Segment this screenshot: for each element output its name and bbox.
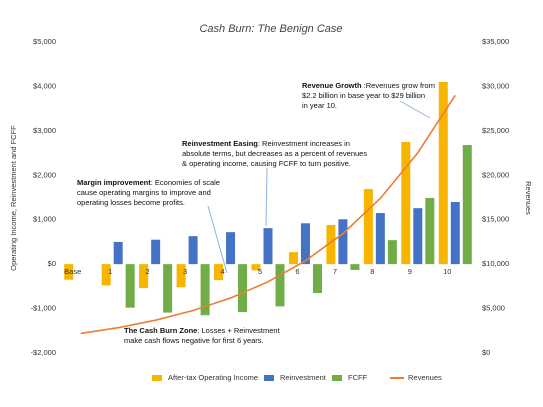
x-tick-label: 5 bbox=[258, 267, 262, 276]
annotation-arrow bbox=[265, 167, 268, 227]
y2-tick-label: $20,000 bbox=[482, 170, 509, 179]
bar bbox=[125, 264, 135, 308]
y-tick-label: $2,000 bbox=[33, 170, 56, 179]
annotation-text: $2.2 billion in base year to $29 billion bbox=[302, 91, 425, 100]
legend-swatch bbox=[264, 375, 274, 381]
annotation-text: : Losses + Reinvestment bbox=[197, 326, 280, 335]
bar bbox=[188, 236, 198, 265]
bar bbox=[363, 189, 373, 265]
annotation-text: in year 10. bbox=[302, 101, 337, 110]
annotation: Margin improvement: Economies of scale ca… bbox=[77, 178, 220, 207]
x-tick-label: 6 bbox=[295, 267, 299, 276]
annotation-arrow bbox=[399, 100, 431, 119]
annotation-text: make cash flows negative for first 6 yea… bbox=[124, 336, 264, 345]
bar bbox=[312, 264, 322, 294]
bar bbox=[163, 264, 173, 313]
x-tick-label: 9 bbox=[408, 267, 412, 276]
x-tick-label: 10 bbox=[443, 267, 451, 276]
annotation: Revenue Growth :Revenues grow from $2.2 b… bbox=[302, 81, 435, 110]
annotation-text: : Reinvestment increases in bbox=[258, 139, 350, 148]
y-tick-label: $3,000 bbox=[33, 126, 56, 135]
bar bbox=[226, 232, 236, 265]
annotation: Reinvestment Easing: Reinvestment increa… bbox=[182, 139, 367, 168]
annotation-bold: Margin improvement bbox=[77, 178, 151, 187]
legend-label: After-tax Operating Income bbox=[168, 373, 258, 382]
x-tick-label: 8 bbox=[370, 267, 374, 276]
legend-swatch bbox=[152, 375, 162, 381]
bar bbox=[238, 264, 248, 313]
bar bbox=[113, 241, 123, 265]
x-tick-label: 2 bbox=[146, 267, 150, 276]
bar bbox=[101, 264, 111, 286]
bar bbox=[64, 264, 74, 280]
annotation: The Cash Burn Zone: Losses + Reinvestmen… bbox=[124, 326, 281, 345]
bar bbox=[438, 81, 448, 265]
bar bbox=[251, 264, 261, 271]
y2-tick-label: $5,000 bbox=[482, 304, 505, 313]
x-tick-label: 7 bbox=[333, 267, 337, 276]
annotation-arrow bbox=[207, 205, 228, 274]
chart-title: Cash Burn: The Benign Case bbox=[199, 23, 342, 35]
annotation-text: : Economies of scale bbox=[151, 178, 220, 187]
bar bbox=[263, 228, 273, 265]
y2-tick-label: $25,000 bbox=[482, 126, 509, 135]
bar bbox=[450, 201, 460, 265]
revenue-line bbox=[80, 94, 456, 335]
bar bbox=[401, 141, 411, 265]
bar bbox=[288, 252, 298, 265]
bar bbox=[151, 239, 161, 265]
bar bbox=[413, 208, 423, 265]
annotation-text: & operating income, causing FCFF to turn… bbox=[182, 159, 351, 168]
legend-label: FCFF bbox=[348, 373, 368, 382]
bar bbox=[338, 219, 348, 265]
y-tick-label: $4,000 bbox=[33, 81, 56, 90]
y2-tick-label: $35,000 bbox=[482, 37, 509, 46]
x-tick-label: 4 bbox=[220, 267, 224, 276]
bar bbox=[300, 223, 310, 265]
legend-label: Reinvestment bbox=[280, 373, 327, 382]
annotation-bold: The Cash Burn Zone bbox=[124, 326, 197, 335]
y-tick-label: $5,000 bbox=[33, 37, 56, 46]
bar bbox=[139, 264, 149, 289]
annotation-text: absolute terms, but decreases as a perce… bbox=[182, 149, 367, 158]
bar bbox=[350, 264, 360, 270]
y2-tick-label: $10,000 bbox=[482, 259, 509, 268]
y2-tick-label: $30,000 bbox=[482, 81, 509, 90]
legend-swatch bbox=[332, 375, 342, 381]
bar bbox=[214, 264, 224, 281]
y-tick-label: $1,000 bbox=[33, 215, 56, 224]
y2-axis-label: Revenues bbox=[524, 181, 533, 215]
annotation-bold: Reinvestment Easing bbox=[182, 139, 258, 148]
annotation-bold: Revenue Growth bbox=[302, 81, 362, 90]
annotation-text: :Revenues grow from bbox=[362, 81, 435, 90]
annotation-text: cause operating margins to improve and bbox=[77, 188, 211, 197]
legend-label: Revenues bbox=[408, 373, 442, 382]
y-tick-label: -$1,000 bbox=[31, 304, 56, 313]
y2-tick-label: $0 bbox=[482, 348, 490, 357]
x-tick-label: 3 bbox=[183, 267, 187, 276]
bar bbox=[176, 264, 186, 288]
y-axis-label: Operating Income, Reinvestment and FCFF bbox=[9, 125, 18, 271]
y-tick-label: -$2,000 bbox=[31, 348, 56, 357]
x-tick-label: 1 bbox=[108, 267, 112, 276]
annotation-text: operating losses become profits. bbox=[77, 198, 185, 207]
bar bbox=[425, 197, 435, 265]
y-tick-label: $0 bbox=[48, 259, 56, 268]
bar bbox=[375, 213, 385, 265]
bar bbox=[200, 264, 210, 316]
x-tick-label: Base bbox=[64, 267, 81, 276]
bar bbox=[275, 264, 285, 307]
bar bbox=[387, 240, 397, 265]
bar bbox=[462, 145, 472, 265]
y2-tick-label: $15,000 bbox=[482, 215, 509, 224]
bar bbox=[326, 225, 336, 265]
